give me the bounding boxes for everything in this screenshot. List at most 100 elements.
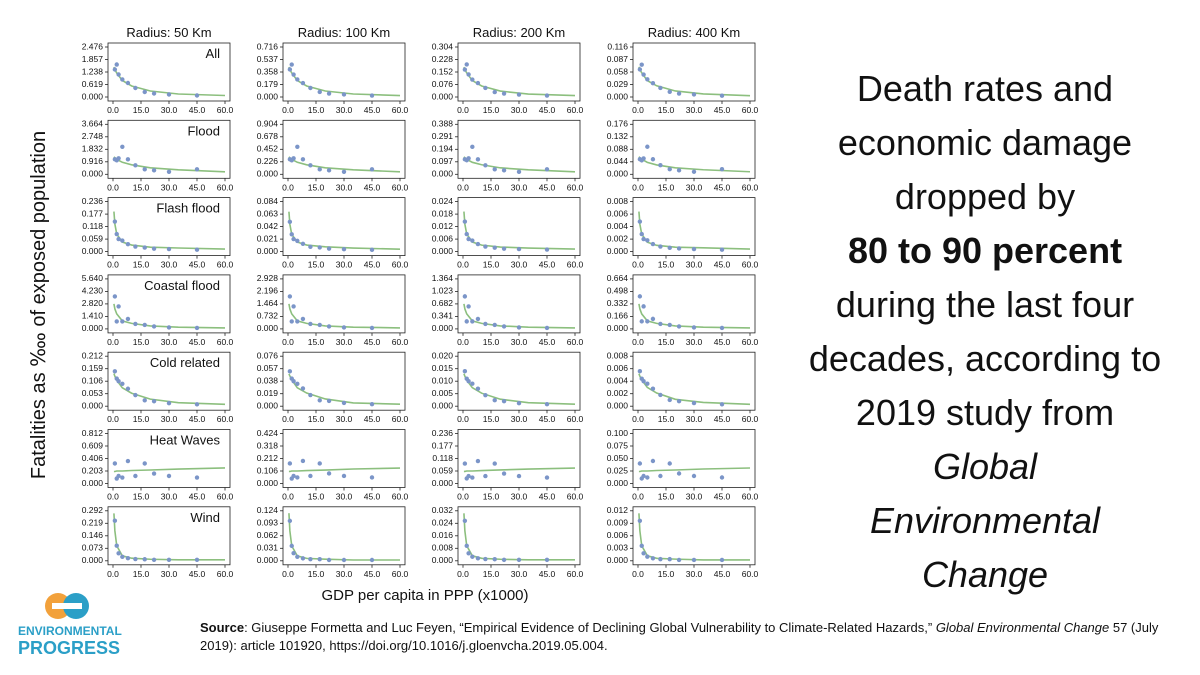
- fit-line: [288, 156, 401, 173]
- logo-icon: [45, 593, 89, 619]
- scatter-point: [639, 62, 644, 67]
- scatter-point: [125, 316, 131, 322]
- x-tick-label: 45.0: [539, 182, 556, 192]
- y-tick-label: 0.075: [607, 440, 629, 450]
- y-tick-label: 0.019: [257, 388, 279, 398]
- scatter-point: [719, 247, 725, 252]
- fit-line: [463, 467, 576, 473]
- scatter-point: [475, 80, 481, 86]
- x-tick-label: 0.0: [107, 105, 119, 115]
- x-tick-label: 15.0: [483, 492, 500, 502]
- x-tick-label: 0.0: [282, 569, 294, 579]
- scatter-point: [641, 236, 646, 242]
- row-label: Coastal flood: [144, 278, 220, 293]
- fit-line: [638, 303, 751, 329]
- scatter-point: [676, 246, 682, 251]
- y-tick-label: 0.004: [607, 221, 629, 231]
- scatter-point: [287, 294, 293, 299]
- y-tick-label: 0.010: [432, 375, 454, 385]
- y-tick-label: 0.716: [257, 41, 279, 51]
- x-tick-label: 60.0: [392, 414, 409, 424]
- x-tick-label: 60.0: [567, 492, 584, 502]
- x-tick-label: 60.0: [392, 337, 409, 347]
- x-tick-label: 30.0: [161, 182, 178, 192]
- y-tick-label: 0.000: [257, 91, 279, 101]
- fit-line: [113, 373, 226, 406]
- fit-line: [113, 66, 226, 97]
- scatter-point: [475, 241, 481, 247]
- y-tick-label: 0.002: [607, 388, 629, 398]
- scatter-point: [289, 62, 294, 67]
- x-tick-label: 45.0: [714, 337, 731, 347]
- x-tick-label: 0.0: [107, 260, 119, 270]
- y-tick-label: 0.062: [257, 530, 279, 540]
- scatter-point: [166, 169, 172, 175]
- x-tick-label: 15.0: [133, 337, 150, 347]
- y-tick-label: 0.008: [607, 350, 629, 360]
- row-label: All: [206, 46, 221, 61]
- x-tick-label: 0.0: [107, 569, 119, 579]
- x-tick-label: 0.0: [107, 337, 119, 347]
- x-tick-label: 15.0: [658, 105, 675, 115]
- scatter-point: [142, 322, 147, 328]
- y-tick-label: 0.012: [432, 221, 454, 231]
- scatter-point: [544, 402, 550, 407]
- scatter-point: [289, 319, 294, 324]
- x-tick-label: 15.0: [133, 260, 150, 270]
- panel-frame: [282, 506, 406, 566]
- scatter-point: [300, 241, 306, 247]
- scatter-point: [466, 551, 471, 556]
- x-tick-label: 15.0: [308, 414, 325, 424]
- scatter-point: [133, 244, 138, 249]
- scatter-point: [142, 167, 147, 172]
- x-tick-label: 0.0: [282, 182, 294, 192]
- scatter-point: [676, 324, 682, 329]
- scatter-point: [151, 399, 157, 404]
- x-tick-label: 15.0: [308, 569, 325, 579]
- y-tick-label: 0.006: [607, 363, 629, 373]
- y-tick-label: 0.002: [607, 233, 629, 243]
- scatter-point: [194, 93, 200, 98]
- scatter-point: [501, 557, 507, 563]
- y-tick-label: 0.000: [432, 169, 454, 179]
- scatter-point: [719, 557, 725, 563]
- fit-line: [638, 156, 751, 173]
- y-tick-label: 0.000: [607, 400, 629, 410]
- scatter-point: [470, 381, 475, 386]
- scatter-point: [369, 325, 375, 331]
- scatter-point: [667, 166, 672, 172]
- x-tick-label: 60.0: [742, 337, 759, 347]
- y-tick-label: 0.088: [607, 144, 629, 154]
- x-tick-label: 15.0: [308, 260, 325, 270]
- x-tick-label: 0.0: [457, 414, 469, 424]
- x-tick-label: 0.0: [457, 260, 469, 270]
- x-tick-label: 15.0: [658, 414, 675, 424]
- y-tick-label: 0.000: [82, 91, 104, 101]
- x-tick-label: 15.0: [483, 105, 500, 115]
- y-tick-label: 0.018: [432, 208, 454, 218]
- scatter-point: [501, 324, 507, 329]
- scatter-point: [637, 67, 643, 72]
- y-tick-label: 2.748: [82, 131, 104, 141]
- x-tick-label: 0.0: [282, 414, 294, 424]
- scatter-point: [114, 543, 119, 548]
- y-tick-label: 0.106: [82, 375, 104, 385]
- y-tick-label: 0.177: [82, 208, 104, 218]
- x-tick-label: 45.0: [539, 492, 556, 502]
- scatter-point: [462, 518, 468, 523]
- row-label: Wind: [190, 510, 220, 525]
- x-tick-label: 45.0: [189, 569, 206, 579]
- y-tick-label: 0.106: [257, 465, 279, 475]
- y-tick-label: 0.006: [432, 233, 454, 243]
- x-tick-label: 45.0: [189, 260, 206, 270]
- x-tick-label: 30.0: [511, 492, 528, 502]
- scatter-point: [650, 458, 656, 464]
- scatter-point: [719, 166, 725, 172]
- x-tick-label: 0.0: [632, 260, 644, 270]
- x-tick-label: 30.0: [686, 569, 703, 579]
- scatter-point: [691, 92, 697, 97]
- y-tick-label: 0.118: [432, 453, 453, 463]
- scatter-point: [658, 556, 663, 562]
- x-tick-label: 60.0: [392, 260, 409, 270]
